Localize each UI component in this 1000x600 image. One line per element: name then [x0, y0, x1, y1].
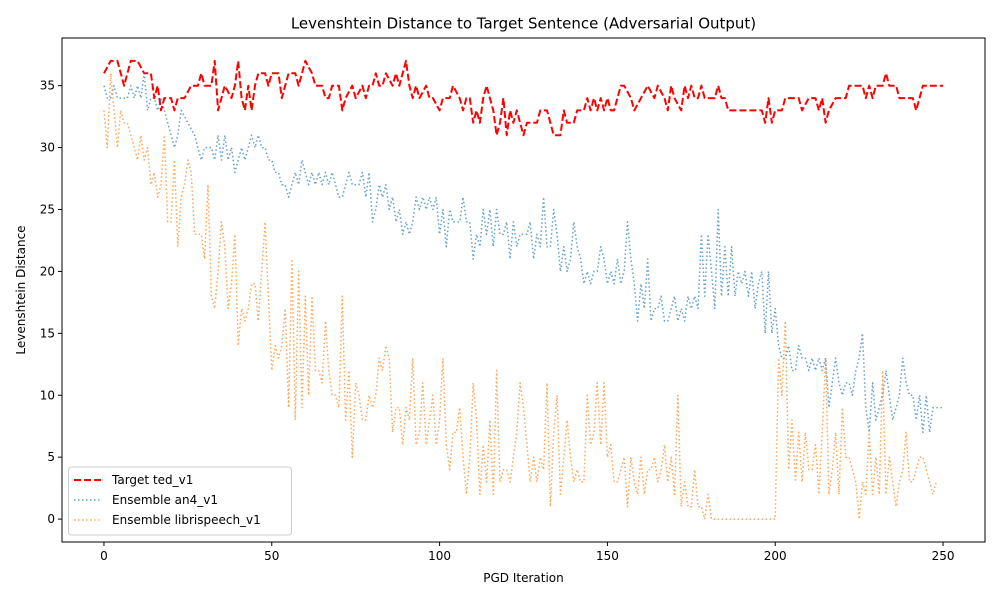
series-line-2: [103, 72, 943, 434]
x-tick-label: 100: [428, 549, 451, 563]
plot-frame: [61, 37, 986, 543]
x-tick-label: 50: [264, 549, 279, 563]
x-axis-label: PGD Iteration: [483, 571, 564, 585]
x-tick-label: 150: [596, 549, 619, 563]
x-tick-label: 0: [100, 549, 108, 563]
y-axis: 0 5 10 15 20 25 30 35: [40, 79, 62, 526]
chart-title: Levenshtein Distance to Target Sentence …: [291, 15, 756, 33]
y-tick-label: 20: [40, 264, 55, 278]
x-tick-label: 250: [932, 549, 955, 563]
y-tick-label: 25: [40, 203, 55, 217]
legend-box: [68, 466, 292, 536]
plot-lines: [103, 59, 943, 520]
y-tick-label: 15: [40, 326, 55, 340]
y-tick-label: 35: [40, 79, 55, 93]
legend-label-2: Ensemble an4_v1: [112, 493, 218, 507]
y-tick-label: 0: [47, 512, 55, 526]
y-axis-label: Levenshtein Distance: [14, 225, 28, 354]
series-line-1: [103, 59, 943, 137]
x-axis: 0 50 100 150 200 250: [100, 542, 954, 563]
legend: Target ted_v1 Ensemble an4_v1 Ensemble lib…: [68, 466, 292, 536]
legend-label-1: Target ted_v1: [111, 473, 193, 487]
y-tick-label: 5: [47, 450, 55, 464]
legend-label-3: Ensemble librispeech_v1: [112, 513, 261, 527]
y-tick-label: 30: [40, 141, 55, 155]
x-tick-label: 200: [764, 549, 787, 563]
series-line-3: [103, 72, 938, 520]
y-tick-label: 10: [40, 388, 55, 402]
